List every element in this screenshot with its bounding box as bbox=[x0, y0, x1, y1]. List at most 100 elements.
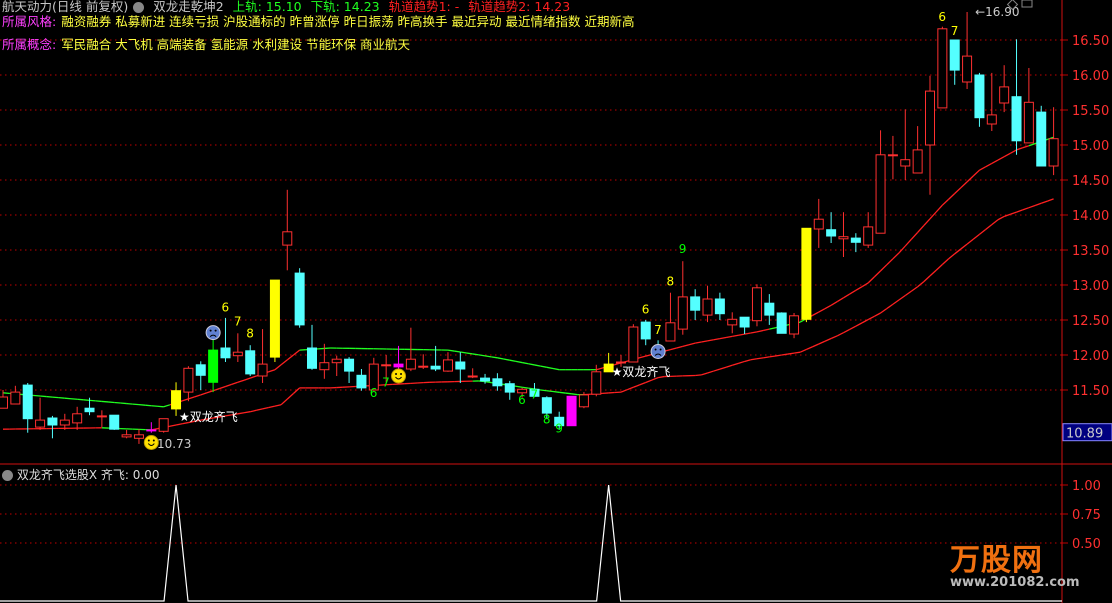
mouth bbox=[395, 376, 402, 380]
logo: 万股网 bbox=[950, 543, 1043, 578]
candle bbox=[999, 65, 1010, 113]
candle bbox=[813, 198, 824, 248]
count-label: 7 bbox=[951, 24, 959, 38]
lower-band-segment bbox=[867, 315, 875, 321]
candle-body bbox=[356, 374, 367, 389]
upper-band-segment bbox=[484, 355, 492, 358]
indicator-menu-icon[interactable] bbox=[133, 2, 145, 13]
candle bbox=[1023, 68, 1034, 144]
lower-band-segment bbox=[855, 322, 863, 327]
candle-body bbox=[245, 350, 256, 375]
sub-panel-title[interactable]: 双龙齐飞选股X bbox=[16, 468, 98, 482]
candle-body bbox=[146, 429, 157, 432]
sub-indicator-menu-icon[interactable] bbox=[2, 470, 13, 481]
candle-body bbox=[925, 90, 935, 146]
upper-band-segment bbox=[979, 166, 986, 171]
eye bbox=[395, 373, 398, 375]
candle-body bbox=[84, 407, 95, 413]
candle-body bbox=[887, 154, 898, 157]
count-label: 9 bbox=[679, 242, 687, 256]
candle bbox=[35, 397, 46, 430]
lower-band-segment bbox=[268, 405, 276, 409]
candle bbox=[96, 410, 107, 428]
candle-body bbox=[591, 371, 602, 395]
candle-body bbox=[714, 298, 725, 315]
upper-band-segment bbox=[108, 401, 115, 404]
candle bbox=[282, 189, 293, 271]
lower-band-segment bbox=[972, 233, 980, 240]
upper-band-segment bbox=[231, 381, 239, 386]
price-grid bbox=[0, 39, 1062, 391]
upper-band-segment bbox=[472, 353, 479, 356]
candle-body bbox=[158, 418, 169, 432]
count-label: 6 bbox=[938, 10, 946, 24]
candle bbox=[1011, 39, 1022, 155]
y-tick-label: 14.00 bbox=[1072, 209, 1109, 224]
lower-band-segment bbox=[713, 368, 721, 372]
candle bbox=[863, 212, 874, 248]
lower-band-segment bbox=[620, 389, 628, 393]
candle bbox=[381, 355, 392, 383]
upper-band-segment bbox=[534, 364, 541, 367]
lower-band-segment bbox=[175, 423, 183, 426]
upper-band-segment bbox=[954, 187, 962, 195]
candle bbox=[529, 383, 540, 397]
upper-band-segment bbox=[163, 404, 171, 408]
candle bbox=[10, 385, 21, 405]
candle bbox=[628, 324, 639, 363]
candle-body bbox=[665, 322, 676, 342]
candle-body bbox=[418, 365, 429, 368]
candle-body bbox=[529, 388, 540, 397]
upper-band-segment bbox=[818, 308, 826, 313]
lower-band-segment bbox=[719, 366, 727, 370]
upper-band-segment bbox=[114, 401, 121, 404]
lower-band-segment bbox=[243, 411, 251, 414]
indicator-name[interactable]: 双龙走乾坤2 bbox=[153, 0, 224, 14]
candle-body bbox=[690, 296, 701, 311]
lower-band-segment bbox=[1010, 211, 1017, 215]
panel-icon[interactable] bbox=[1021, 0, 1033, 8]
upper-band-segment bbox=[503, 358, 510, 361]
lower-band-segment bbox=[645, 379, 653, 384]
upper-band-segment bbox=[286, 354, 294, 361]
candle bbox=[887, 135, 898, 180]
candle-body bbox=[455, 361, 466, 370]
count-label: 8 bbox=[246, 327, 254, 341]
upper-band-segment bbox=[138, 403, 146, 406]
candle bbox=[925, 75, 935, 195]
candle-body bbox=[307, 347, 317, 369]
upper-band-segment bbox=[206, 390, 214, 394]
count-label: 6 bbox=[370, 386, 378, 400]
lower-band-segment bbox=[917, 281, 925, 288]
concept-label: 所属概念: bbox=[2, 37, 57, 52]
lower-band-segment bbox=[1041, 200, 1048, 204]
upper-band-segment bbox=[762, 328, 770, 332]
candle-body bbox=[72, 413, 83, 424]
candle-body bbox=[702, 298, 713, 316]
upper-band-segment bbox=[212, 387, 220, 392]
diamond-icon[interactable] bbox=[1006, 0, 1019, 11]
upper-band-segment bbox=[713, 337, 720, 341]
candle bbox=[455, 352, 466, 383]
candle-body bbox=[442, 359, 453, 372]
lower-band-segment bbox=[484, 381, 492, 384]
upper-band-segment bbox=[1022, 145, 1030, 149]
candle bbox=[405, 327, 416, 372]
upper-band-segment bbox=[991, 159, 999, 165]
candle bbox=[838, 212, 849, 257]
upper-band-segment bbox=[478, 354, 486, 357]
candle bbox=[84, 397, 95, 416]
upper-band-segment bbox=[948, 193, 956, 200]
candle-body bbox=[838, 236, 849, 240]
candle bbox=[727, 312, 738, 334]
candle-body bbox=[603, 363, 614, 373]
candle-body bbox=[430, 365, 441, 370]
candle-body bbox=[195, 364, 206, 376]
candle bbox=[232, 333, 243, 362]
eye bbox=[659, 348, 662, 351]
lower-band-segment bbox=[182, 421, 189, 425]
sub-panel-value: 齐飞: 0.00 bbox=[100, 468, 160, 482]
upper-band-segment bbox=[904, 238, 912, 247]
